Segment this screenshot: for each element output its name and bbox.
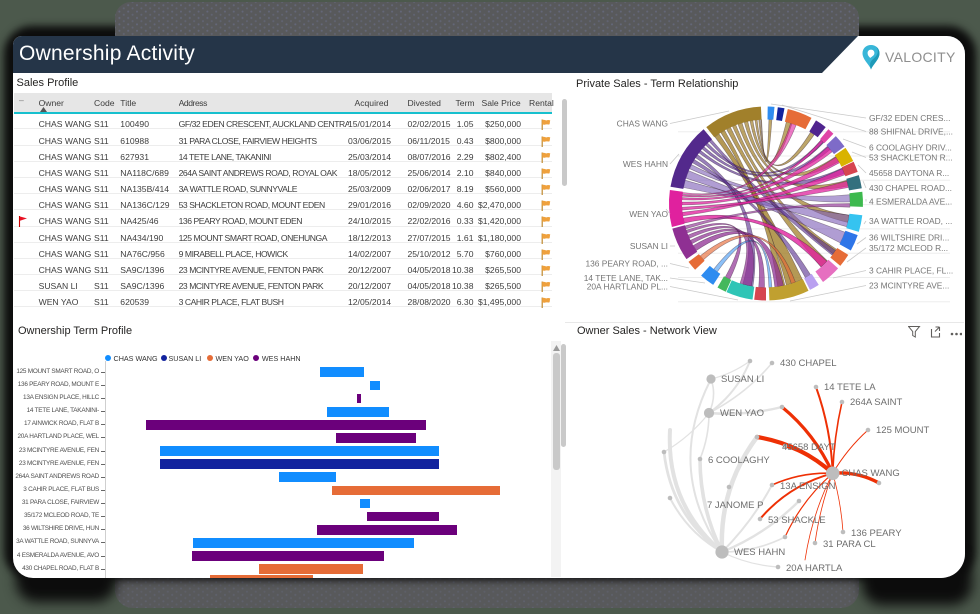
svg-text:SUSAN LI: SUSAN LI — [721, 374, 764, 385]
svg-text:WEN YAO: WEN YAO — [720, 408, 764, 419]
svg-text:20A HARTLAND PL...: 20A HARTLAND PL... — [587, 282, 668, 292]
svg-text:6 COOLAGHY: 6 COOLAGHY — [708, 455, 770, 466]
svg-text:53 SHACKLE: 53 SHACKLE — [768, 515, 826, 526]
svg-text:CHAS WANG: CHAS WANG — [842, 468, 900, 479]
svg-text:136 PEARY: 136 PEARY — [851, 528, 902, 539]
svg-text:4 ESMERALDA AVE...: 4 ESMERALDA AVE... — [869, 197, 952, 207]
svg-text:3A WATTLE ROAD, ...: 3A WATTLE ROAD, ... — [869, 216, 952, 226]
svg-text:430 CHAPEL ROAD...: 430 CHAPEL ROAD... — [869, 183, 952, 193]
svg-text:36 WILTSHIRE DRI...: 36 WILTSHIRE DRI... — [869, 233, 949, 243]
svg-text:23 MCINTYRE AVE...: 23 MCINTYRE AVE... — [869, 281, 949, 291]
svg-text:430 CHAPEL: 430 CHAPEL — [780, 358, 837, 369]
svg-text:WES HAHN: WES HAHN — [623, 159, 668, 169]
svg-text:53 SHACKLETON R...: 53 SHACKLETON R... — [869, 153, 953, 163]
svg-text:GF/32 EDEN CRES...: GF/32 EDEN CRES... — [869, 113, 950, 123]
svg-text:WES HAHN: WES HAHN — [734, 547, 785, 558]
svg-text:3 CAHIR PLACE, FL...: 3 CAHIR PLACE, FL... — [869, 266, 953, 276]
svg-text:14 TETE LANE, TAK...: 14 TETE LANE, TAK... — [584, 273, 668, 283]
svg-text:7 JANOME P: 7 JANOME P — [707, 500, 764, 511]
svg-text:88 SHIFNAL DRIVE,...: 88 SHIFNAL DRIVE,... — [869, 127, 953, 137]
svg-text:264A SAINT: 264A SAINT — [850, 397, 902, 408]
svg-text:136 PEARY ROAD, ...: 136 PEARY ROAD, ... — [585, 259, 668, 269]
svg-text:13A ENSIGN: 13A ENSIGN — [780, 481, 836, 492]
svg-text:125 MOUNT: 125 MOUNT — [876, 425, 930, 436]
svg-text:45658 DAYT: 45658 DAYT — [782, 442, 836, 453]
svg-text:CHAS WANG: CHAS WANG — [617, 119, 668, 129]
svg-text:31 PARA CL: 31 PARA CL — [823, 539, 876, 550]
svg-text:6 COOLAGHY DRIV...: 6 COOLAGHY DRIV... — [869, 143, 952, 153]
svg-text:WEN YAO: WEN YAO — [629, 209, 668, 219]
svg-text:20A HARTLA: 20A HARTLA — [786, 563, 843, 574]
svg-text:14 TETE LA: 14 TETE LA — [824, 382, 876, 393]
svg-text:35/172 MCLEOD R...: 35/172 MCLEOD R... — [869, 243, 948, 253]
svg-text:45658 DAYTONA R...: 45658 DAYTONA R... — [869, 168, 949, 178]
svg-text:SUSAN LI: SUSAN LI — [630, 241, 668, 251]
